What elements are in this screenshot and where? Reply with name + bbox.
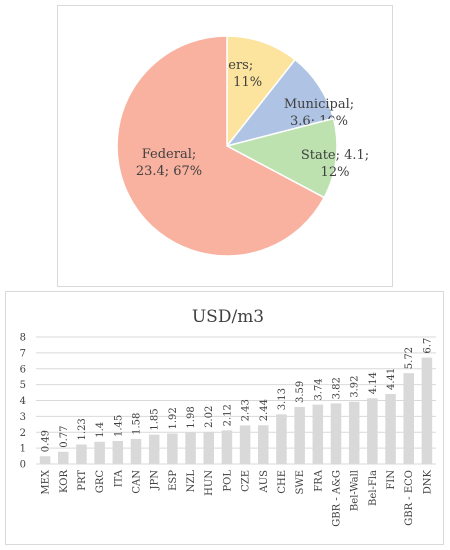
bar bbox=[385, 393, 396, 464]
bar bbox=[312, 404, 324, 464]
x-category-label: KOR bbox=[59, 470, 70, 493]
bar bbox=[130, 438, 142, 464]
x-category-label: CZE bbox=[241, 470, 252, 492]
x-category-label: FIN bbox=[386, 470, 397, 490]
pie-slice-others bbox=[226, 35, 297, 149]
x-category-label: SWE bbox=[295, 470, 306, 494]
bar-value-label: 3.82 bbox=[332, 377, 343, 399]
x-category-label: Bel-Wall bbox=[350, 470, 361, 511]
y-tick-label: 7 bbox=[20, 348, 26, 359]
y-tick-label: 4 bbox=[20, 396, 26, 407]
bar-value-label: 2.44 bbox=[259, 399, 270, 421]
x-category-label: PRT bbox=[77, 470, 88, 491]
bar bbox=[39, 456, 51, 464]
bar-value-label: 3.74 bbox=[313, 378, 324, 400]
y-tick-label: 2 bbox=[20, 428, 26, 439]
bar bbox=[367, 398, 378, 464]
pie-slice-federal bbox=[116, 35, 326, 257]
x-category-label: GBR - A&G bbox=[332, 470, 343, 527]
x-category-label: CAN bbox=[132, 470, 143, 494]
bar-value-label: 4.14 bbox=[368, 372, 379, 394]
bar bbox=[148, 434, 160, 464]
x-category-label: AUS bbox=[259, 470, 270, 494]
bar bbox=[112, 440, 124, 464]
bar-value-label: 0.49 bbox=[41, 430, 52, 452]
y-tick-label: 8 bbox=[20, 333, 26, 344]
bar bbox=[239, 425, 251, 464]
x-category-label: CHE bbox=[277, 470, 288, 494]
bar-value-label: 1.58 bbox=[132, 413, 143, 435]
bar bbox=[185, 432, 196, 464]
bar bbox=[294, 407, 305, 464]
bar-chart: USD/m3 0 1 2 3 4 5 6 7 8 0.49 MEX 0.77 KOR 1.23 PRT 1.4… bbox=[20, 307, 436, 527]
bar-value-label: 3.13 bbox=[277, 388, 288, 410]
y-tick-label: 0 bbox=[20, 460, 26, 471]
bar-value-label: 1.98 bbox=[186, 406, 197, 428]
bar bbox=[221, 430, 233, 464]
x-category-label: Bel-Fla bbox=[368, 470, 379, 506]
bar bbox=[94, 441, 105, 464]
bar-value-label: 0.77 bbox=[59, 426, 70, 448]
bar bbox=[203, 431, 214, 464]
bar bbox=[348, 401, 360, 464]
bar-chart-panel: USD/m3 0 1 2 3 4 5 6 7 8 0.49 MEX 0.77 KOR 1.23 PRT 1.4… bbox=[5, 291, 444, 545]
x-category-label: ESP bbox=[168, 470, 179, 491]
bar bbox=[330, 403, 342, 464]
bar-value-label: 5.72 bbox=[404, 347, 415, 369]
y-tick-label: 6 bbox=[20, 364, 26, 375]
bar-value-label: 1.92 bbox=[168, 407, 179, 429]
bar-chart-title: USD/m3 bbox=[192, 307, 264, 327]
bar-value-label: 3.92 bbox=[350, 376, 361, 398]
bar-value-label: 2.02 bbox=[204, 406, 215, 428]
y-tick-label: 3 bbox=[20, 412, 26, 423]
x-category-label: MEX bbox=[41, 469, 52, 495]
pie-label-federal: Federal; 23.4; 67% bbox=[136, 147, 202, 179]
bar bbox=[276, 414, 287, 464]
pie-chart: Others;3.7; 11%Municipal;3.6; 10%State; … bbox=[116, 35, 369, 257]
bar bbox=[258, 425, 269, 464]
x-category-label: NZL bbox=[186, 470, 197, 493]
bar bbox=[76, 444, 87, 464]
x-category-label: GBR - ECO bbox=[404, 470, 415, 526]
x-category-label: DNK bbox=[422, 469, 433, 494]
pie-label-state: State; 4.1; 12% bbox=[301, 148, 369, 180]
bar-value-label: 3.59 bbox=[295, 381, 306, 403]
bar bbox=[167, 433, 178, 464]
bar-value-label: 1.85 bbox=[150, 408, 161, 430]
bar-value-label: 1.4 bbox=[95, 422, 106, 438]
pie-slice-state bbox=[224, 117, 338, 199]
y-tick-label: 1 bbox=[20, 444, 26, 455]
x-category-label: POL bbox=[222, 470, 233, 492]
x-category-label: JPN bbox=[150, 470, 161, 491]
pie-slice-municipal bbox=[225, 58, 335, 148]
x-category-label: ITA bbox=[113, 469, 124, 487]
bar-value-label: 4.41 bbox=[386, 368, 397, 390]
x-category-label: GRC bbox=[95, 470, 106, 494]
bar-value-label: 2.43 bbox=[241, 399, 252, 421]
y-tick-label: 5 bbox=[20, 380, 26, 391]
pie-chart-panel: Others;3.7; 11%Municipal;3.6; 10%State; … bbox=[57, 5, 393, 287]
bar bbox=[403, 373, 414, 464]
bar-value-label: 6.7 bbox=[422, 338, 433, 354]
bar-value-label: 2.12 bbox=[222, 404, 233, 426]
bar-value-label: 1.23 bbox=[77, 418, 88, 440]
bar bbox=[421, 357, 433, 464]
bar-value-label: 1.45 bbox=[113, 415, 124, 437]
x-category-label: HUN bbox=[204, 470, 215, 496]
bar bbox=[58, 451, 69, 464]
x-category-label: FRA bbox=[313, 469, 324, 491]
